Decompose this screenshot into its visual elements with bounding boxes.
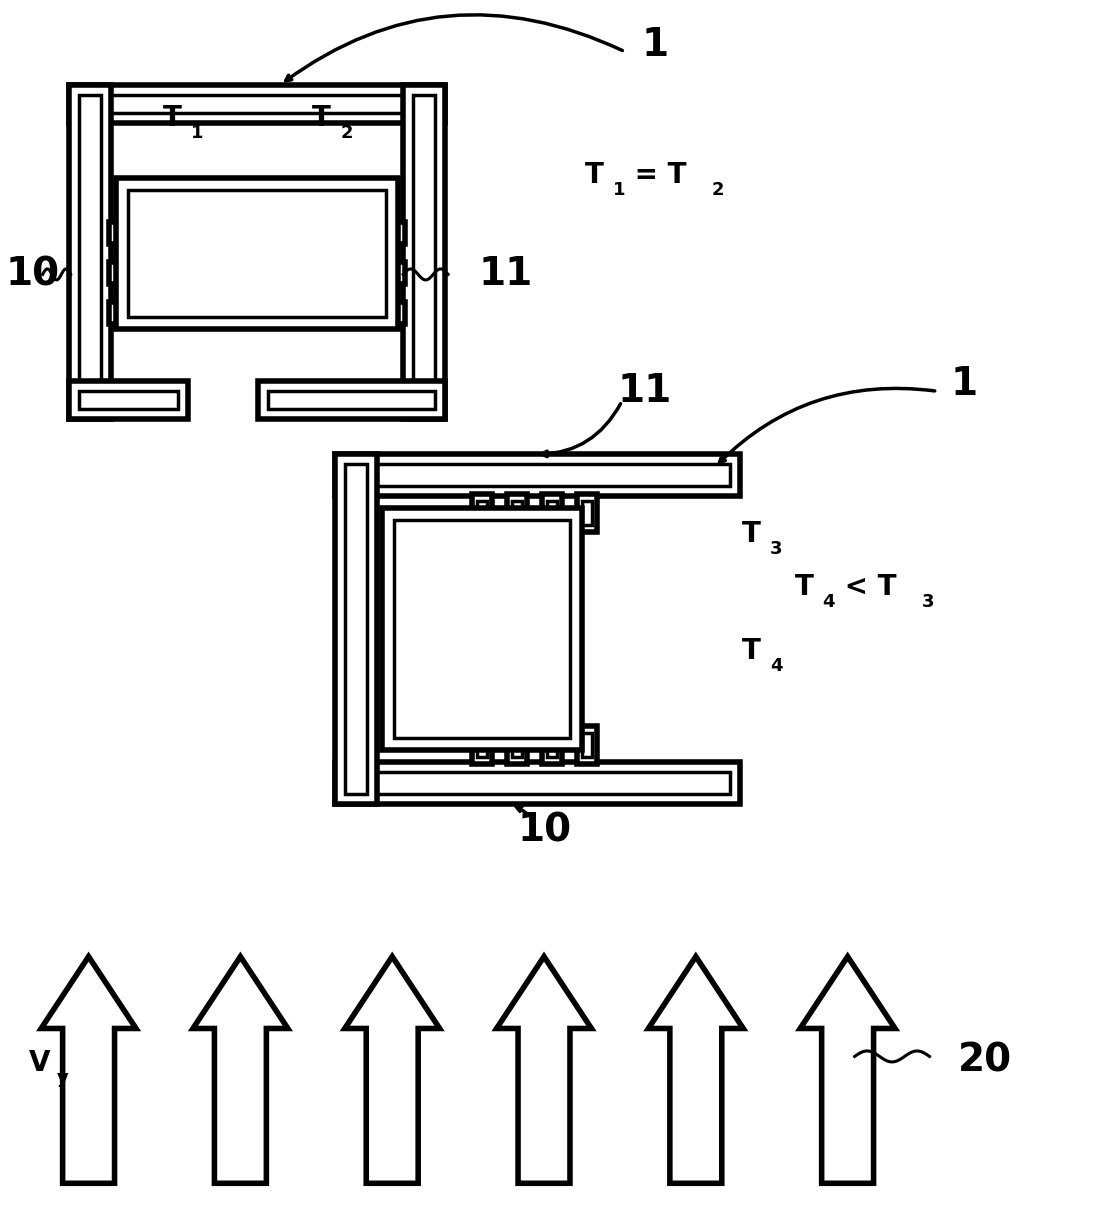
Bar [542,726,562,763]
Text: 11: 11 [478,256,533,294]
Polygon shape [648,956,743,1184]
Bar [582,501,592,525]
Text: = T: = T [625,161,686,188]
Bar [382,508,582,750]
Text: 1: 1 [190,124,203,141]
Text: T: T [313,103,331,132]
Bar [577,494,597,532]
Bar [512,501,522,525]
Text: 3: 3 [770,540,782,558]
Bar [78,95,100,409]
Bar [78,391,178,409]
Bar [577,726,597,763]
Text: 2: 2 [340,124,352,141]
Text: T: T [163,103,182,132]
Text: 4: 4 [770,658,782,675]
Bar [346,465,368,794]
Text: < T: < T [835,573,896,601]
Bar [109,222,159,245]
Polygon shape [41,956,137,1184]
Polygon shape [193,956,287,1184]
Bar [413,95,435,409]
Bar [109,263,159,284]
Bar [363,268,397,279]
Text: 1: 1 [641,26,668,64]
Text: 2: 2 [711,181,724,199]
Text: V: V [29,1050,51,1078]
Bar [68,381,188,419]
Bar [547,732,557,757]
Polygon shape [800,956,895,1184]
Bar [547,501,557,525]
Polygon shape [497,956,591,1184]
Bar [117,308,151,318]
Bar [477,501,487,525]
Bar [472,726,492,763]
Bar [68,85,445,123]
Text: 1: 1 [613,181,625,199]
Bar [508,726,527,763]
Bar [477,732,487,757]
Polygon shape [345,956,439,1184]
Bar [394,520,570,737]
Text: T: T [742,520,761,548]
Bar [258,381,445,419]
Bar [128,189,386,317]
Bar [356,222,405,245]
Bar [116,177,399,329]
Text: 20: 20 [958,1041,1012,1079]
Bar [78,95,435,113]
Bar [508,494,527,532]
Text: 10: 10 [6,256,59,294]
Bar [356,263,405,284]
Bar [109,302,159,324]
Text: y: y [56,1069,68,1088]
Text: 4: 4 [822,594,836,611]
Bar [336,762,740,804]
Bar [582,732,592,757]
Bar [363,229,397,238]
Bar [356,302,405,324]
Bar [336,455,740,497]
Text: T: T [742,637,761,665]
Bar [542,494,562,532]
Text: 1: 1 [951,365,978,403]
Bar [346,465,730,487]
Bar [512,732,522,757]
Bar [363,308,397,318]
Bar [268,391,435,409]
Text: T: T [585,161,603,188]
Bar [117,268,151,279]
Bar [68,85,110,419]
Bar [117,229,151,238]
Bar [472,494,492,532]
Bar [403,85,445,419]
Text: 3: 3 [922,594,934,611]
Text: 11: 11 [618,372,672,410]
Bar [346,772,730,794]
Bar [336,455,378,804]
Text: T: T [795,573,814,601]
Text: 10: 10 [517,811,573,849]
